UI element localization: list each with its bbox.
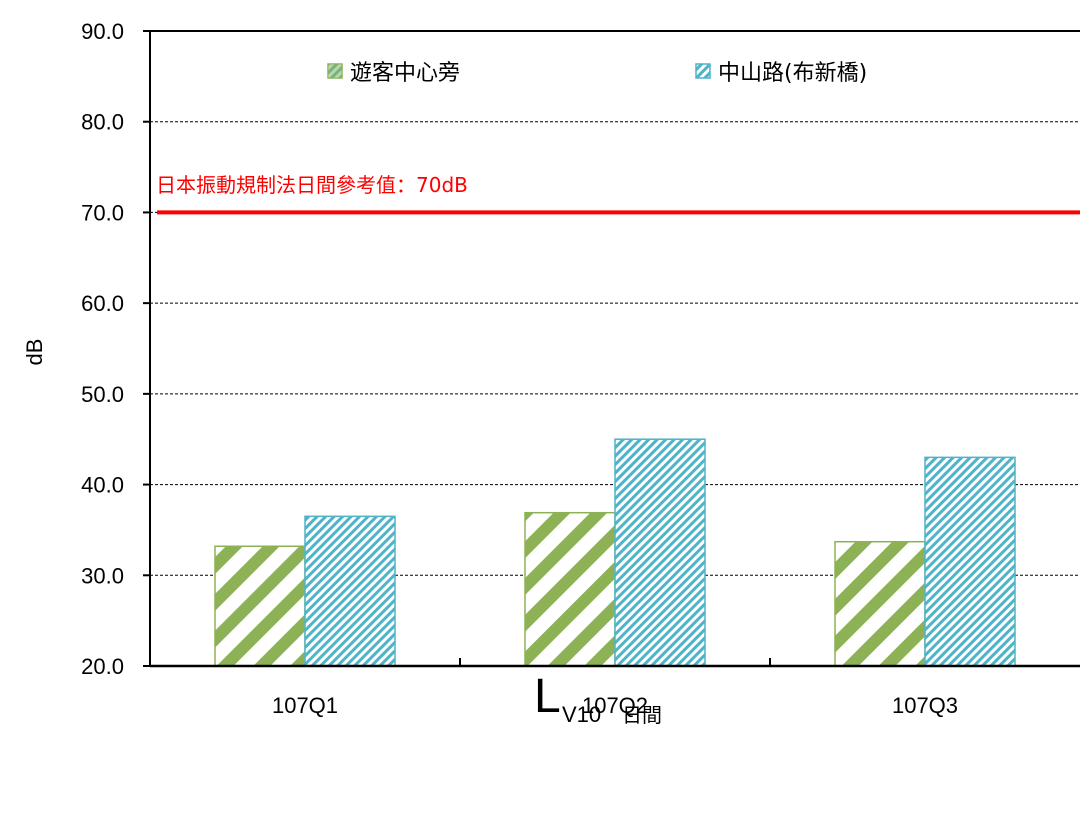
y-tick-label: 80.0 <box>81 110 124 135</box>
legend-label-series-2: 中山路(布新橋) <box>718 61 867 86</box>
legend-swatch-series-2 <box>695 63 711 79</box>
y-tick-label: 30.0 <box>81 563 124 588</box>
y-axis-label: dB <box>22 339 47 366</box>
y-tick-label: 50.0 <box>81 382 124 407</box>
x-axis-title: L V10 日間 <box>534 670 662 727</box>
x-tick-label: 107Q1 <box>272 693 338 718</box>
x-axis-title-subscript-2: 日間 <box>622 703 662 727</box>
y-tick-label: 70.0 <box>81 200 124 225</box>
x-axis-title-main: L <box>534 670 561 723</box>
bars <box>214 438 1016 667</box>
y-tick-label: 60.0 <box>81 291 124 316</box>
bar-107Q3-series-2 <box>924 456 1016 667</box>
reference-line-label: 日本振動規制法日間參考值：70dB <box>156 173 468 197</box>
x-tick-label: 107Q3 <box>892 693 958 718</box>
legend-swatch-fill-series-1 <box>329 65 341 77</box>
bar-107Q1-series-2 <box>304 515 396 667</box>
y-tick-label: 40.0 <box>81 473 124 498</box>
y-tick-labels: 20.0 30.0 40.0 50.0 60.0 70.0 80.0 90.0 <box>81 19 124 679</box>
y-tick-label: 90.0 <box>81 19 124 44</box>
bar-107Q3-series-1 <box>834 540 926 667</box>
axes <box>143 30 1080 668</box>
x-tick-labels: 107Q1 107Q2 107Q3 <box>272 693 958 718</box>
x-axis-title-subscript: V10 <box>562 702 601 727</box>
legend: 遊客中心旁 中山路(布新橋) <box>327 61 867 86</box>
bar-107Q2-series-1 <box>524 511 616 667</box>
legend-label-series-1: 遊客中心旁 <box>350 61 460 86</box>
x-tick-label: 107Q2 <box>582 693 648 718</box>
bar-107Q1-series-1 <box>214 545 306 667</box>
y-tick-label: 20.0 <box>81 654 124 679</box>
bar-107Q2-series-2 <box>614 438 706 667</box>
